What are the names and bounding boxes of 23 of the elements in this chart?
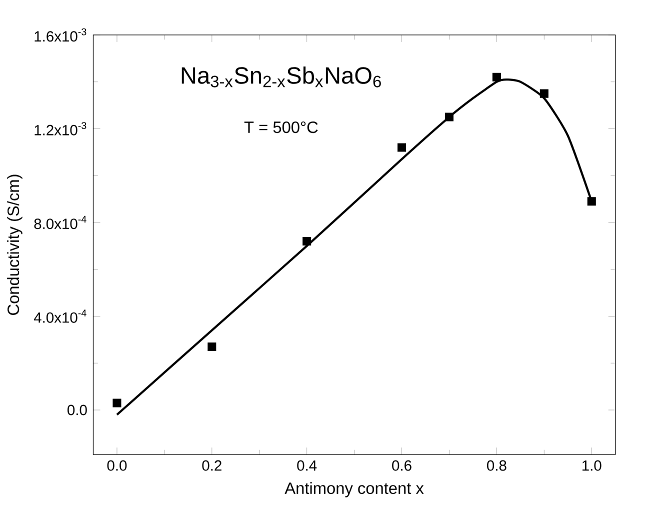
point (587, 196, 596, 206)
point (398, 143, 406, 152)
point (112, 398, 122, 408)
point (444, 112, 454, 122)
annotation: T = 500°C (244, 121, 318, 133)
point (540, 89, 548, 98)
x-tick-label: 0.4 (297, 460, 317, 471)
point (302, 236, 312, 246)
y-axis-title: Conductivity (S/cm) (7, 174, 22, 315)
y-tick-label: 1.2x10$^{-3}$ (34, 122, 86, 136)
y-tick-label: 1.6x10$^{-3}$ (34, 28, 86, 42)
y-tick-label: 0.0 (68, 404, 87, 416)
x-tick-label: 1.0 (582, 460, 602, 471)
x-tick-label: 0.0 (107, 460, 127, 471)
annotation: Na$_{3-x}$Sn$_{2-x}$Sb$_{x}$NaO$_{6}$ (182, 66, 381, 88)
point (208, 342, 216, 351)
x-tick-label: 0.2 (202, 460, 222, 471)
x-axis-title: Antimony content x (284, 482, 424, 498)
x-tick-label: 0.8 (487, 460, 506, 471)
y-tick-label: 4.0x10$^{-4}$ (34, 309, 86, 323)
point (492, 72, 501, 82)
x-tick-label: 0.6 (392, 460, 412, 471)
y-tick-label: 8.0x10$^{-4}$ (34, 216, 86, 229)
